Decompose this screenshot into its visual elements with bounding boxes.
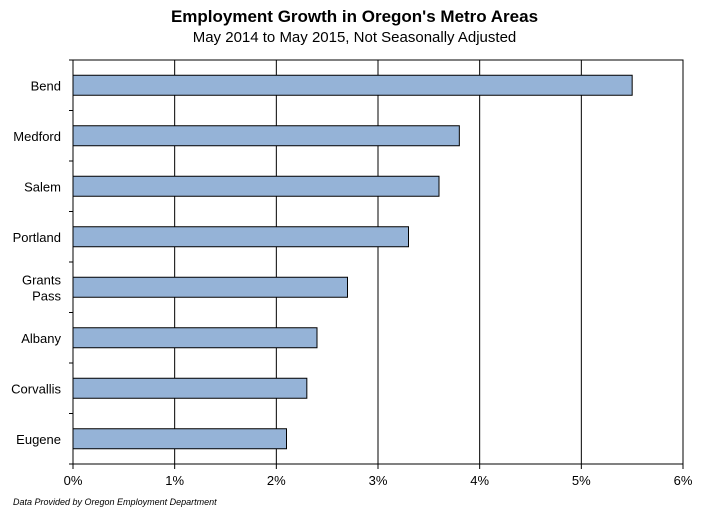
y-category-label: Salem — [24, 179, 61, 194]
data-source-note: Data Provided by Oregon Employment Depar… — [13, 497, 217, 507]
y-category-label: Eugene — [16, 432, 61, 447]
chart-subtitle: May 2014 to May 2015, Not Seasonally Adj… — [192, 29, 517, 46]
bar — [72, 175, 440, 197]
y-category-label: Medford — [13, 129, 61, 144]
x-tick-label: 6% — [674, 473, 693, 488]
bar — [72, 327, 318, 349]
x-tick-label: 5% — [572, 473, 591, 488]
bar — [72, 428, 287, 450]
y-category-label: Corvallis — [11, 381, 61, 396]
bar — [72, 377, 308, 399]
x-tick-label: 0% — [64, 473, 83, 488]
y-category-label: Portland — [13, 230, 61, 245]
bar — [72, 74, 633, 96]
y-category-label: Grants Pass — [22, 272, 62, 303]
bar — [72, 226, 409, 248]
x-tick-label: 3% — [369, 473, 388, 488]
x-tick-label: 1% — [165, 473, 184, 488]
bar — [72, 125, 460, 147]
y-category-label: Bend — [31, 78, 61, 93]
y-category-label: Albany — [21, 331, 61, 346]
x-tick-label: 4% — [470, 473, 489, 488]
bar — [72, 276, 348, 298]
chart-title: Employment Growth in Oregon's Metro Area… — [170, 7, 539, 26]
x-tick-label: 2% — [267, 473, 286, 488]
